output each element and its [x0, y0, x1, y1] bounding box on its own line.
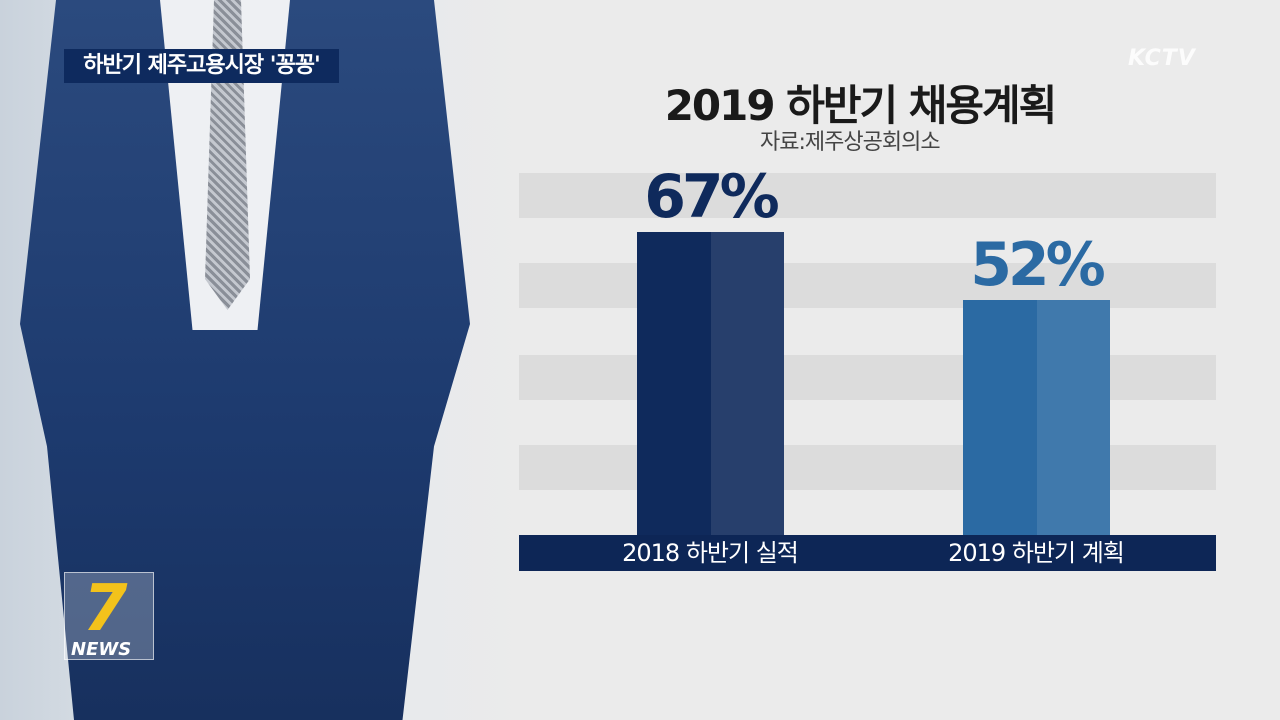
gridline	[519, 173, 1216, 218]
category-label: 2018 하반기 실적	[622, 539, 799, 567]
logo-seven: 7	[83, 572, 128, 646]
chart-source: 자료:제주상공회의소	[760, 130, 941, 155]
gridline	[519, 445, 1216, 490]
chart-title: 2019 하반기 채용계획	[664, 81, 1058, 130]
7news-logo: 7 NEWS	[64, 572, 154, 660]
bar	[963, 299, 1110, 536]
data-label: 52%	[970, 229, 1106, 300]
kctv-logo: KCTV	[1128, 46, 1196, 71]
category-band	[519, 535, 1216, 571]
data-label: 67%	[644, 162, 780, 233]
news-caption: 하반기 제주고용시장 '꽁꽁'	[64, 49, 339, 83]
category-label: 2019 하반기 계획	[948, 539, 1125, 567]
gridline	[519, 355, 1216, 400]
logo-news: NEWS	[71, 639, 132, 660]
bar	[637, 232, 784, 535]
